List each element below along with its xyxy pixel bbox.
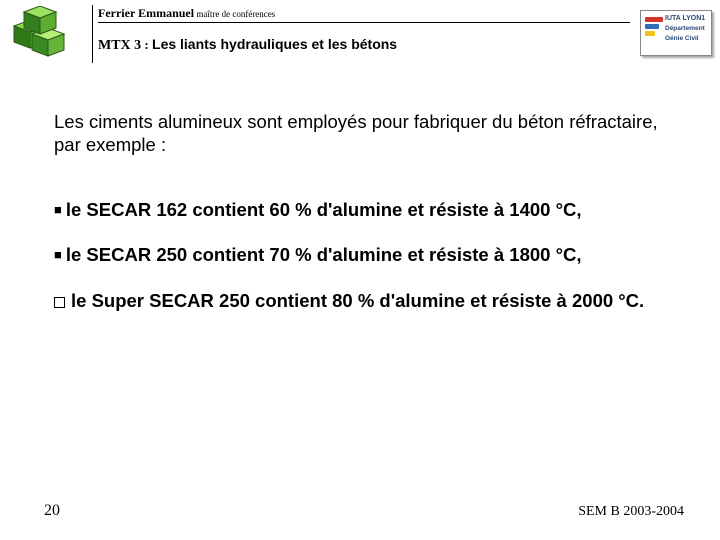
- page-number: 20: [44, 502, 60, 520]
- cube-stack-icon: [6, 6, 74, 58]
- course-code: MTX 3: [98, 38, 141, 53]
- bullet-text: le Super SECAR 250 contient 80 % d'alumi…: [71, 290, 644, 311]
- author-name: Ferrier Emmanuel: [98, 6, 194, 20]
- author-title: maître de conférences: [194, 9, 275, 19]
- course-colon: :: [141, 37, 152, 52]
- bullet-item: ■ le SECAR 162 contient 60 % d'alumine et…: [54, 198, 666, 221]
- logo-right-line3: Génie Civil: [665, 35, 699, 42]
- logo-bar-yellow: [645, 31, 655, 36]
- bullet-item: le Super SECAR 250 contient 80 % d'alumi…: [54, 289, 666, 312]
- footer-right-text: SEM B 2003-2004: [578, 504, 684, 520]
- logo-bar-red: [645, 17, 663, 22]
- square-bullet-icon: ■: [54, 247, 62, 262]
- logo-bar-blue: [645, 24, 659, 29]
- header-divider: [92, 5, 93, 63]
- slide-header: Ferrier Emmanuel maître de conférences M…: [0, 0, 720, 70]
- course-title: Les liants hydrauliques et les bétons: [152, 36, 397, 52]
- square-bullet-icon: ■: [54, 202, 62, 217]
- bullet-item: ■ le SECAR 250 contient 70 % d'alumine et…: [54, 243, 666, 266]
- bullet-text: le SECAR 162 contient 60 % d'alumine et …: [66, 199, 582, 220]
- hollow-square-bullet-icon: [54, 297, 65, 308]
- author-line: Ferrier Emmanuel maître de conférences: [98, 6, 630, 23]
- logo-left: [6, 6, 74, 58]
- course-line: MTX 3 : Les liants hydrauliques et les b…: [98, 36, 397, 54]
- logo-right-line2: Département: [665, 25, 705, 32]
- intro-text: Les ciments alumineux sont employés pour…: [54, 110, 666, 156]
- logo-right-line1: IUTA LYON1: [665, 15, 705, 22]
- bullet-text: le SECAR 250 contient 70 % d'alumine et …: [66, 244, 582, 265]
- logo-right: IUTA LYON1 Département Génie Civil: [640, 10, 712, 56]
- slide-content: Les ciments alumineux sont employés pour…: [54, 110, 666, 334]
